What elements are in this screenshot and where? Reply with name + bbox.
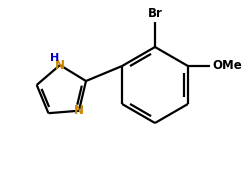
Text: H: H bbox=[50, 53, 59, 63]
Text: N: N bbox=[55, 59, 65, 72]
Text: N: N bbox=[74, 104, 84, 117]
Text: Br: Br bbox=[147, 7, 162, 20]
Text: OMe: OMe bbox=[211, 60, 241, 72]
